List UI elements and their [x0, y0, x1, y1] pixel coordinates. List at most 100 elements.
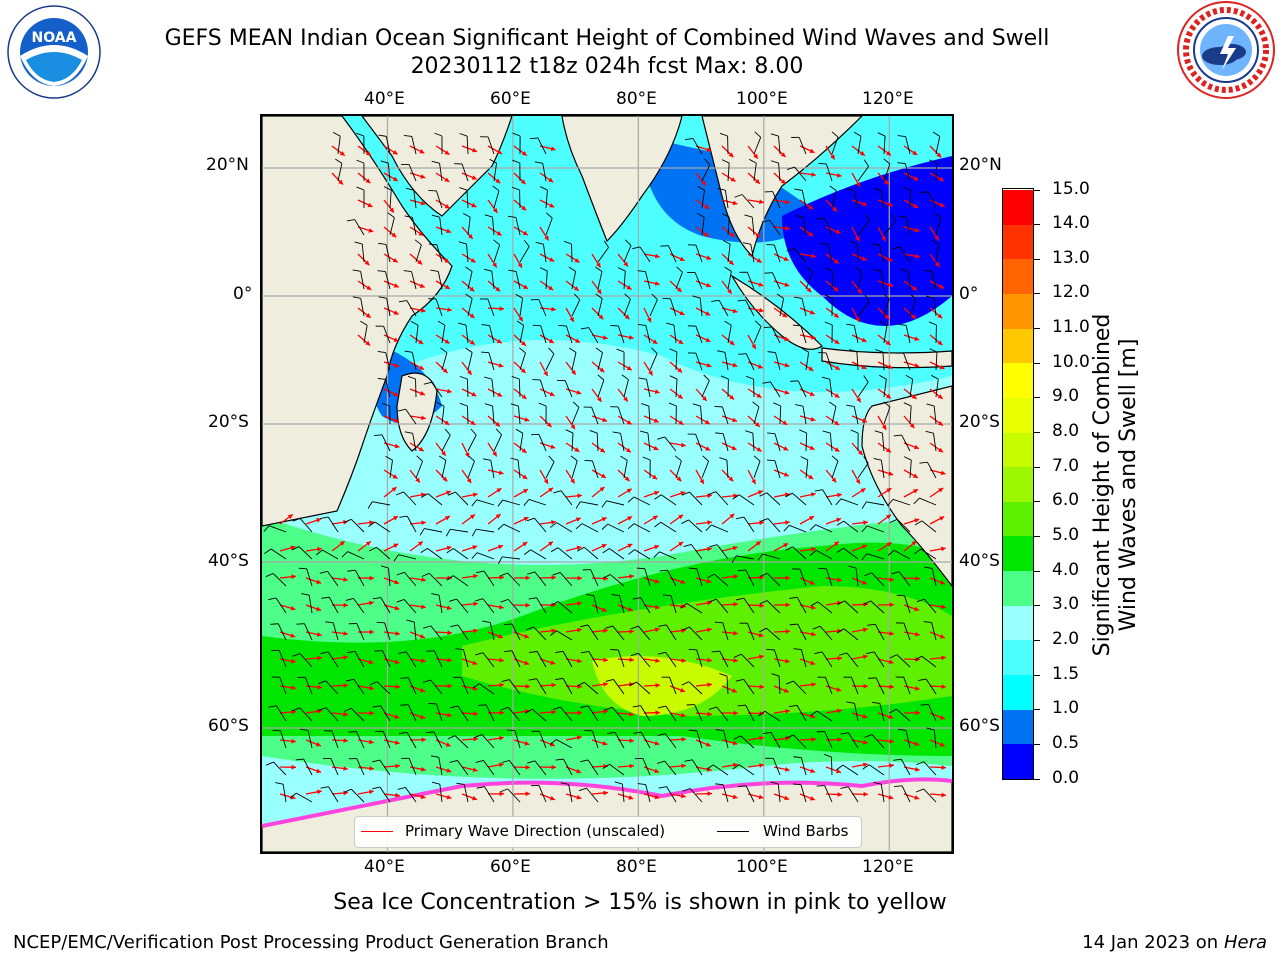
wind-barb: [523, 549, 547, 560]
wind-barb: [658, 786, 677, 803]
wave-arrow: [773, 575, 791, 581]
wind-barb: [715, 432, 729, 452]
wave-arrow: [877, 469, 894, 476]
wave-arrow: [383, 543, 399, 552]
wave-arrow: [851, 712, 868, 719]
wave-arrow: [357, 226, 374, 233]
wind-barb: [636, 567, 651, 587]
wave-arrow: [305, 789, 322, 795]
wave-arrow: [357, 575, 375, 581]
wave-arrow: [721, 630, 738, 636]
wave-arrow: [825, 517, 842, 525]
wave-arrow: [877, 514, 892, 525]
wind-barb: [508, 269, 521, 290]
wave-arrow: [435, 766, 452, 773]
wind-barb: [397, 786, 417, 803]
colorbar-segment: [1003, 674, 1033, 710]
wind-barb: [428, 243, 443, 263]
wind-barb: [401, 757, 417, 776]
wave-arrow: [929, 280, 945, 289]
wind-barb: [500, 788, 521, 803]
wind-barb: [629, 681, 651, 695]
wind-barb: [836, 764, 859, 776]
wave-arrow: [669, 763, 686, 769]
wind-barb: [372, 597, 391, 614]
wave-arrow: [461, 573, 478, 579]
wave-arrow: [799, 307, 816, 315]
wind-barb: [816, 785, 833, 803]
wind-barb: [436, 401, 445, 425]
wave-arrow: [799, 577, 815, 585]
wind-barb: [295, 758, 313, 776]
wind-barb: [378, 296, 391, 317]
wind-barb: [766, 648, 781, 668]
wind-barb: [621, 374, 629, 398]
wave-arrow: [825, 708, 842, 714]
wind-barb: [749, 158, 757, 182]
wind-barb: [733, 735, 755, 749]
wind-barb: [818, 352, 833, 371]
wave-arrow: [357, 600, 374, 606]
wave-arrow: [461, 469, 472, 484]
wave-arrow: [773, 492, 790, 498]
wave-arrow: [903, 631, 920, 637]
wind-barb: [535, 241, 547, 263]
wind-barb: [663, 594, 677, 614]
wave-arrow: [617, 738, 635, 744]
wind-barb: [332, 131, 341, 155]
wind-barb: [430, 755, 443, 776]
wind-barb: [568, 266, 577, 290]
wind-barb: [577, 681, 599, 695]
wind-barb: [560, 782, 573, 803]
wind-barb: [649, 293, 658, 317]
wind-barb: [708, 706, 729, 722]
wave-arrow: [539, 793, 556, 801]
wave-arrow: [409, 604, 426, 610]
wind-barb: [455, 648, 469, 668]
wave-arrow: [383, 226, 397, 238]
wave-arrow: [773, 658, 790, 664]
wind-barb: [873, 457, 885, 479]
wind-barb: [467, 455, 475, 479]
wave-arrow: [617, 574, 634, 579]
wave-arrow: [409, 520, 426, 526]
wind-barb: [642, 456, 651, 479]
wave-arrow: [461, 280, 475, 292]
wave-arrow: [305, 739, 322, 747]
wind-barb: [552, 706, 573, 722]
wind-barb: [866, 651, 885, 668]
wave-arrow: [617, 361, 633, 371]
wind-barb: [512, 159, 521, 182]
wave-arrow: [279, 738, 296, 744]
wave-arrow: [747, 442, 762, 452]
wave-arrow: [331, 683, 349, 688]
wave-arrow: [383, 199, 395, 213]
wind-barb: [465, 266, 473, 290]
wave-arrow: [851, 199, 868, 207]
wind-barb: [552, 571, 573, 587]
wind-barb: [765, 757, 781, 776]
wind-barb: [530, 784, 547, 803]
wave-arrow: [903, 415, 915, 429]
lon-tick-top-120e: 120°E: [862, 89, 914, 109]
wave-arrow: [383, 684, 401, 690]
wind-barb: [916, 761, 937, 776]
wave-arrow: [617, 442, 632, 453]
footer-branch: NCEP/EMC/Verification Post Processing Pr…: [13, 932, 609, 953]
wind-barb: [504, 650, 521, 668]
wind-barb: [300, 728, 313, 749]
wind-barb: [341, 551, 365, 560]
wave-arrow: [487, 388, 503, 397]
footer-date: 14 Jan 2023 on Hera: [1082, 932, 1267, 953]
wave-arrow: [643, 280, 660, 286]
wave-arrow: [695, 682, 712, 688]
wave-arrow: [799, 199, 814, 210]
wind-barb: [688, 567, 703, 587]
wind-barb: [453, 676, 469, 695]
wave-arrow: [747, 145, 759, 160]
wind-barb: [879, 374, 887, 398]
wave-arrow: [799, 253, 816, 259]
colorbar-tick-mark: [1034, 674, 1040, 676]
wave-arrow: [487, 544, 504, 552]
wind-barb: [617, 267, 626, 290]
